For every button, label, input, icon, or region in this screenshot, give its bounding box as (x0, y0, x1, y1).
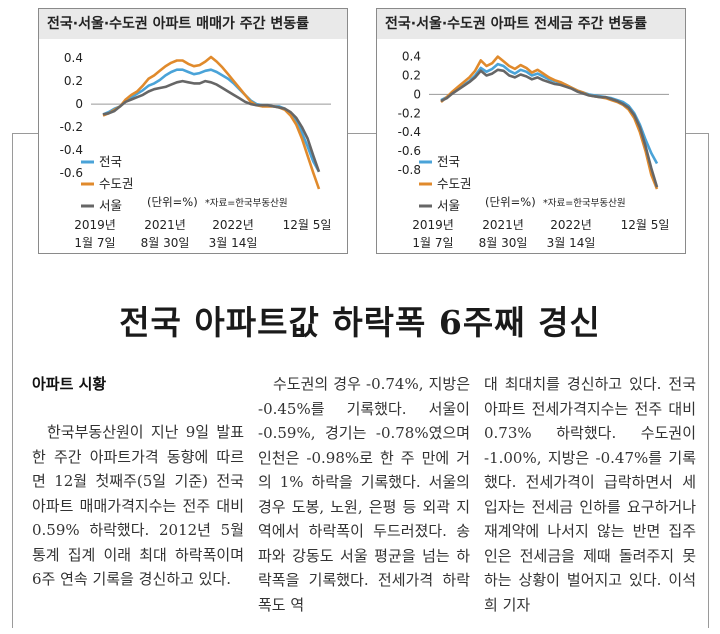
article-column-3: 대 최대치를 경신하고 있다. 전국 아파트 전세가격지수는 전주 대비 0.7… (484, 372, 696, 617)
series-line-서울 (440, 68, 659, 188)
y-tick-label: 0 (75, 97, 83, 111)
article-column-2: 수도권의 경우 -0.74%, 지방은 -0.45%를 기록했다. 서울이 -0… (258, 372, 470, 617)
y-tick-label: 0.2 (64, 74, 83, 88)
x-tick-label: 2019년 (412, 218, 454, 232)
legend-label: 서울 (99, 198, 122, 213)
x-tick-label: 2019년 (74, 218, 116, 232)
x-tick-label: 1월 7일 (74, 236, 115, 250)
jeonse-price-chart: 전국·서울·수도권 아파트 전세금 주간 변동률 0.4 0.2 0 -0.2 -0.4… (376, 8, 686, 254)
y-tick-label: -0.8 (398, 163, 421, 177)
legend-label: 전국 (99, 154, 122, 169)
section-label: 아파트 시황 (32, 375, 107, 393)
x-tick-label: 3월 14일 (209, 236, 258, 250)
legend-label: 전국 (437, 154, 460, 169)
y-tick-label: 0.2 (402, 68, 421, 82)
frame-line-top-middle (346, 133, 376, 134)
y-tick-label: -0.4 (60, 143, 83, 157)
y-tick-label: -0.2 (398, 106, 421, 120)
x-tick-label: 12월 5일 (621, 218, 670, 232)
y-tick-label: 0.4 (64, 51, 83, 65)
source-note: *자료=한국부동산원 (205, 198, 288, 209)
series-line-수도권 (102, 55, 321, 190)
x-tick-label: 2022년 (212, 218, 254, 232)
x-tick-label: 2021년 (144, 218, 186, 232)
article-paragraph: 수도권의 경우 -0.74%, 지방은 -0.45%를 기록했다. 서울이 -0… (258, 375, 470, 614)
article-paragraph: 대 최대치를 경신하고 있다. 전국 아파트 전세가격지수는 전주 대비 0.7… (484, 372, 696, 617)
x-tick-label: 12월 5일 (283, 218, 332, 232)
frame-line-top-right (684, 133, 708, 134)
unit-note: (단위=%) (147, 195, 198, 209)
chart-title: 전국·서울·수도권 아파트 매매가 주간 변동률 (39, 9, 347, 39)
byline: 이석희 기자 (484, 571, 696, 614)
series-line-서울 (102, 79, 321, 173)
frame-line-left (12, 133, 13, 628)
article-headline: 전국 아파트값 하락폭 6주째 경신 (119, 303, 601, 342)
x-tick-label: 3월 14일 (547, 236, 596, 250)
article-text: 대 최대치를 경신하고 있다. 전국 아파트 전세가격지수는 전주 대비 0.7… (484, 375, 696, 589)
y-tick-label: -0.6 (398, 144, 421, 158)
frame-line-right (708, 133, 709, 628)
article-column-1: 아파트 시황 한국부동산원이 지난 9일 발표한 주간 아파트가격 동향에 따르… (32, 372, 244, 592)
source-note: *자료=한국부동산원 (543, 198, 626, 209)
legend-label: 수도권 (99, 176, 134, 191)
x-tick-label: 8월 30일 (479, 236, 528, 250)
sale-price-chart: 전국·서울·수도권 아파트 매매가 주간 변동률 0.4 0.2 0 -0.2 -0.4… (38, 8, 348, 254)
y-tick-label: -0.6 (60, 166, 83, 180)
frame-line-top-left (12, 133, 38, 134)
series-line-전국 (440, 62, 659, 165)
article-paragraph: 한국부동산원이 지난 9일 발표한 주간 아파트가격 동향에 따르면 12월 첫… (32, 423, 244, 588)
y-tick-label: -0.4 (398, 125, 421, 139)
y-tick-label: 0 (413, 87, 421, 101)
x-tick-label: 1월 7일 (412, 236, 453, 250)
y-tick-label: -0.2 (60, 120, 83, 134)
unit-note: (단위=%) (485, 195, 536, 209)
series-line-전국 (102, 68, 321, 173)
x-tick-label: 2022년 (550, 218, 592, 232)
y-tick-label: 0.4 (402, 50, 421, 64)
legend-label: 서울 (437, 198, 460, 213)
x-tick-label: 2021년 (482, 218, 524, 232)
x-tick-label: 8월 30일 (141, 236, 190, 250)
legend-label: 수도권 (437, 176, 472, 191)
chart-title: 전국·서울·수도권 아파트 전세금 주간 변동률 (377, 9, 685, 39)
